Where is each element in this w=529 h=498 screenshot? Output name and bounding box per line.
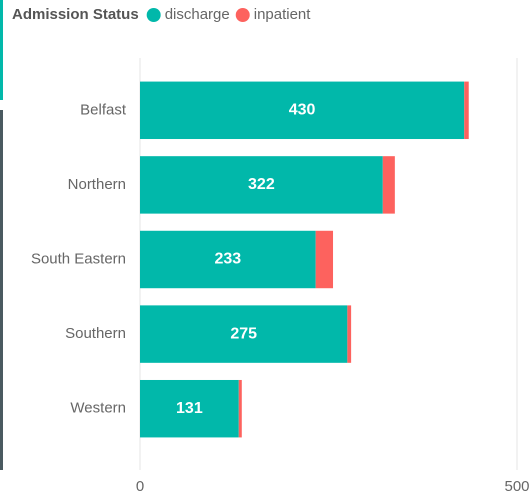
- y-tick-label: South Eastern: [31, 250, 126, 267]
- bar-segment: [140, 305, 348, 363]
- bar-segment: [315, 230, 334, 289]
- legend-label: inpatient: [254, 6, 312, 23]
- x-tick-label: 500: [504, 478, 529, 495]
- y-tick-label: Belfast: [80, 101, 127, 118]
- bar-segment: [238, 379, 242, 438]
- data-label: 322: [248, 176, 275, 193]
- bar-segment: [140, 230, 316, 289]
- data-label: 430: [289, 102, 316, 119]
- data-label: 233: [214, 251, 241, 268]
- data-label: 131: [176, 400, 203, 417]
- x-tick-label: 0: [136, 478, 144, 495]
- bar-segment: [140, 379, 239, 438]
- accent-stripe: [0, 110, 3, 470]
- bar-segment: [382, 156, 395, 214]
- bar-segment: [140, 81, 465, 140]
- accent-stripe: [0, 0, 3, 100]
- y-tick-label: Southern: [65, 325, 126, 342]
- legend-label: discharge: [165, 6, 230, 23]
- bar-segment: [140, 156, 383, 214]
- legend-title: Admission Status: [12, 6, 139, 23]
- legend-swatch: [146, 8, 161, 22]
- bar-segment: [464, 81, 469, 140]
- data-label: 275: [230, 325, 257, 342]
- y-tick-label: Western: [70, 400, 126, 417]
- legend-swatch: [235, 8, 250, 22]
- bar-segment: [347, 305, 352, 363]
- y-tick-label: Northern: [68, 176, 126, 193]
